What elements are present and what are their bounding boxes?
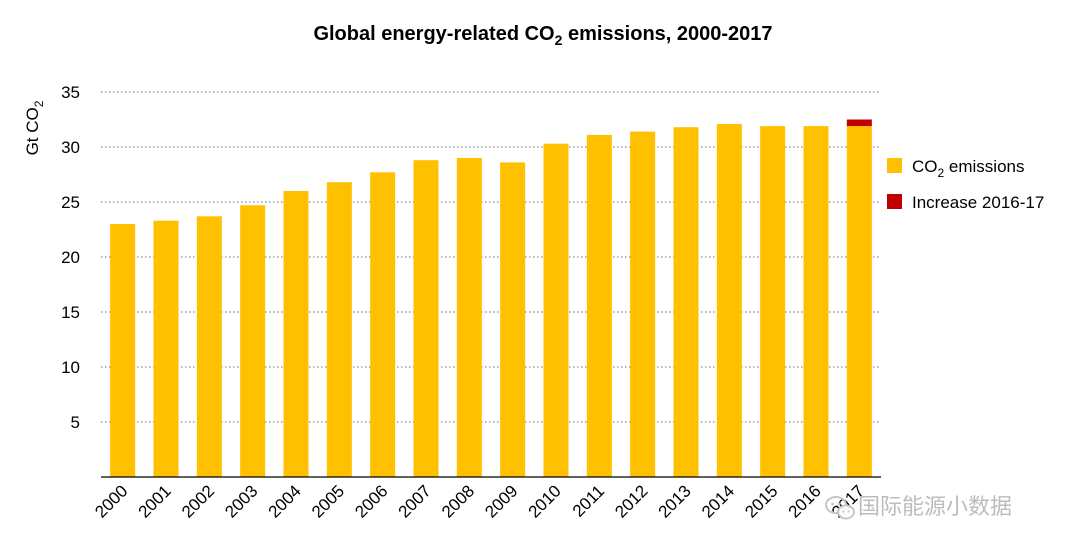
y-tick-label: 25 <box>61 193 80 212</box>
bar-co2-emissions <box>110 224 136 477</box>
x-tick-label: 2012 <box>611 481 651 521</box>
x-tick-label: 2011 <box>569 481 608 520</box>
x-tick-label: 2014 <box>698 481 738 521</box>
y-tick-label: 10 <box>61 358 80 377</box>
legend-item-co2: CO2 emissions <box>887 157 1025 180</box>
wechat-icon <box>825 496 855 520</box>
x-tick-label: 2002 <box>178 481 218 521</box>
y-tick-label: 15 <box>61 303 80 322</box>
legend-item-increase: Increase 2016-17 <box>887 193 1044 212</box>
bar-co2-emissions <box>456 158 482 477</box>
x-tick-label: 2007 <box>395 481 435 521</box>
y-tick-label: 30 <box>61 138 80 157</box>
bar-increase <box>846 119 872 127</box>
legend-label-co2: CO2 emissions <box>912 157 1025 180</box>
x-tick-label: 2016 <box>785 481 825 521</box>
bars <box>110 119 872 478</box>
x-tick-labels: 2000 2001 2002 2003 2004 2005 2006 2007 2008 2009… <box>91 481 868 521</box>
bar-co2-emissions <box>370 172 396 478</box>
bar-co2-emissions <box>586 134 612 477</box>
bar-co2-emissions <box>153 220 179 477</box>
x-tick-label: 2015 <box>741 481 781 521</box>
x-tick-label: 2005 <box>308 481 348 521</box>
y-tick-labels: 5 10 15 20 25 30 35 <box>61 83 80 432</box>
x-tick-label: 2000 <box>91 481 131 521</box>
bar-co2-emissions <box>543 143 569 477</box>
x-tick-label: 2010 <box>525 481 565 521</box>
bar-co2-emissions <box>716 123 742 478</box>
bar-co2-emissions <box>760 126 786 477</box>
watermark-text: 国际能源小数据 <box>858 494 1012 519</box>
chart-title: Global energy-related CO2 emissions, 200… <box>313 23 772 48</box>
x-tick-label: 2013 <box>655 481 695 521</box>
y-tick-label: 35 <box>61 83 80 102</box>
y-tick-label: 5 <box>71 413 80 432</box>
y-tick-label: 20 <box>61 248 80 267</box>
x-tick-label: 2008 <box>438 481 478 521</box>
x-tick-label: 2009 <box>481 481 521 521</box>
bar-co2-emissions <box>500 162 526 477</box>
legend-swatch-increase <box>887 194 902 209</box>
x-tick-label: 2001 <box>135 481 175 521</box>
legend-label-increase: Increase 2016-17 <box>912 193 1044 212</box>
watermark: 国际能源小数据 <box>825 494 1012 520</box>
bar-co2-emissions <box>846 126 872 477</box>
legend: CO2 emissions Increase 2016-17 <box>887 157 1044 212</box>
bar-co2-emissions <box>673 127 699 477</box>
x-tick-label: 2004 <box>265 481 305 521</box>
y-axis-title: Gt CO2 <box>23 100 46 155</box>
legend-swatch-co2 <box>887 158 902 173</box>
x-tick-label: 2003 <box>221 481 261 521</box>
x-tick-label: 2006 <box>351 481 391 521</box>
bar-co2-emissions <box>196 216 222 478</box>
bar-co2-emissions <box>803 126 829 477</box>
bar-co2-emissions <box>630 131 656 477</box>
bar-co2-emissions <box>240 205 266 478</box>
bar-co2-emissions <box>326 182 352 477</box>
bar-co2-emissions <box>413 160 439 477</box>
bar-co2-emissions <box>283 191 309 477</box>
